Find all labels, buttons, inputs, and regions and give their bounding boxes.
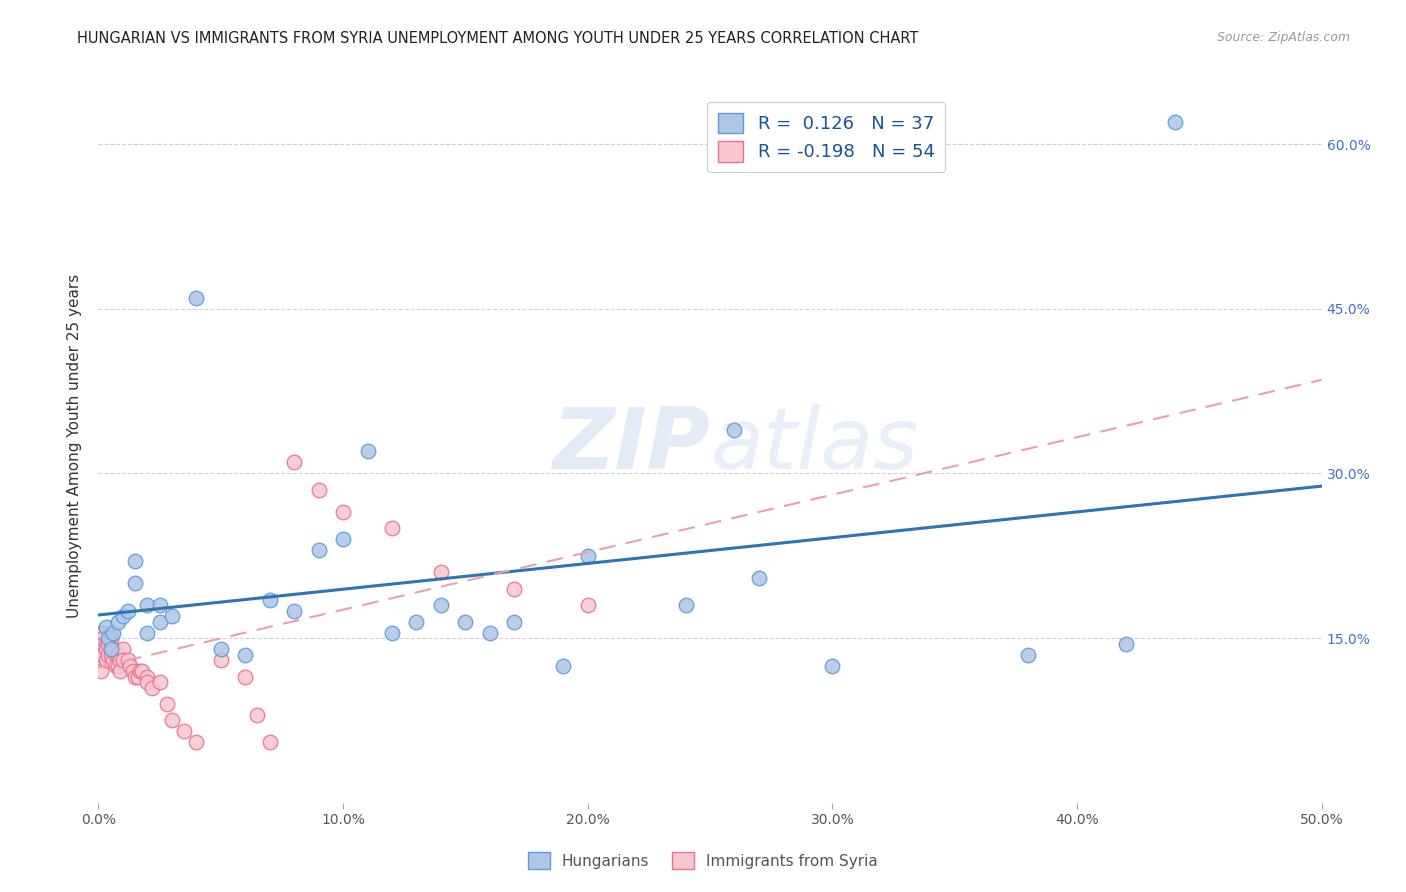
Point <box>503 582 526 596</box>
Text: ZIP: ZIP <box>553 404 710 488</box>
Point <box>723 423 745 437</box>
Point <box>97 648 120 662</box>
Point <box>233 648 256 662</box>
Point <box>283 604 305 618</box>
Point <box>478 625 501 640</box>
Point <box>259 735 281 749</box>
Point <box>124 669 146 683</box>
Point <box>90 637 112 651</box>
Point <box>91 637 114 651</box>
Point <box>173 724 195 739</box>
Point <box>405 615 427 629</box>
Point <box>136 669 159 683</box>
Point <box>100 642 122 657</box>
Point <box>209 642 232 657</box>
Point <box>100 631 122 645</box>
Point <box>90 625 112 640</box>
Point <box>1164 115 1187 129</box>
Point <box>107 658 129 673</box>
Text: Source: ZipAtlas.com: Source: ZipAtlas.com <box>1216 31 1350 45</box>
Point <box>308 543 330 558</box>
Point <box>129 664 152 678</box>
Point <box>104 648 127 662</box>
Point <box>430 598 453 612</box>
Point <box>675 598 697 612</box>
Point <box>141 681 163 695</box>
Point <box>94 637 117 651</box>
Point <box>131 664 153 678</box>
Point <box>97 637 120 651</box>
Point <box>101 642 124 657</box>
Point <box>259 592 281 607</box>
Text: atlas: atlas <box>710 404 918 488</box>
Point <box>117 653 139 667</box>
Point <box>127 669 149 683</box>
Point <box>121 664 143 678</box>
Point <box>149 598 172 612</box>
Point <box>90 642 112 657</box>
Point <box>576 598 599 612</box>
Point <box>186 735 208 749</box>
Point <box>156 697 179 711</box>
Point <box>149 675 172 690</box>
Point <box>136 598 159 612</box>
Point <box>454 615 477 629</box>
Point <box>576 549 599 563</box>
Point <box>120 658 142 673</box>
Point <box>503 615 526 629</box>
Legend: R =  0.126   N = 37, R = -0.198   N = 54: R = 0.126 N = 37, R = -0.198 N = 54 <box>707 102 945 172</box>
Point <box>91 625 114 640</box>
Point <box>94 642 117 657</box>
Legend: Hungarians, Immigrants from Syria: Hungarians, Immigrants from Syria <box>522 846 884 875</box>
Point <box>381 521 404 535</box>
Point <box>149 615 172 629</box>
Point <box>94 653 117 667</box>
Point <box>553 658 575 673</box>
Point <box>97 631 120 645</box>
Point <box>136 625 159 640</box>
Point <box>124 554 146 568</box>
Y-axis label: Unemployment Among Youth under 25 years: Unemployment Among Youth under 25 years <box>67 274 83 618</box>
Point <box>186 291 208 305</box>
Point <box>283 455 305 469</box>
Point <box>107 648 129 662</box>
Point <box>748 571 770 585</box>
Point <box>332 505 354 519</box>
Point <box>104 658 127 673</box>
Point <box>110 653 132 667</box>
Point <box>356 444 378 458</box>
Point <box>209 653 232 667</box>
Point <box>90 664 112 678</box>
Point <box>1115 637 1137 651</box>
Point <box>381 625 404 640</box>
Point <box>110 664 132 678</box>
Point <box>94 620 117 634</box>
Point <box>1017 648 1039 662</box>
Point <box>101 653 124 667</box>
Point <box>91 648 114 662</box>
Point <box>160 609 183 624</box>
Point <box>100 625 122 640</box>
Point <box>100 648 122 662</box>
Point <box>160 714 183 728</box>
Point <box>136 675 159 690</box>
Point <box>332 533 354 547</box>
Point <box>430 566 453 580</box>
Point <box>821 658 844 673</box>
Point <box>308 483 330 497</box>
Text: HUNGARIAN VS IMMIGRANTS FROM SYRIA UNEMPLOYMENT AMONG YOUTH UNDER 25 YEARS CORRE: HUNGARIAN VS IMMIGRANTS FROM SYRIA UNEMP… <box>77 31 918 46</box>
Point <box>233 669 256 683</box>
Point <box>107 615 129 629</box>
Point <box>117 604 139 618</box>
Point <box>91 631 114 645</box>
Point <box>111 609 134 624</box>
Point <box>100 637 122 651</box>
Point <box>111 653 134 667</box>
Point <box>111 642 134 657</box>
Point <box>90 653 112 667</box>
Point <box>124 576 146 591</box>
Point <box>246 708 269 723</box>
Point <box>101 625 124 640</box>
